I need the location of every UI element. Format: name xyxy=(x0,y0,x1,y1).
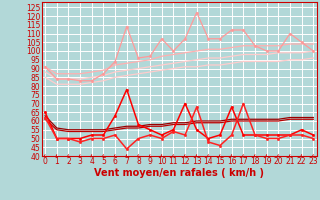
X-axis label: Vent moyen/en rafales ( km/h ): Vent moyen/en rafales ( km/h ) xyxy=(94,168,264,178)
